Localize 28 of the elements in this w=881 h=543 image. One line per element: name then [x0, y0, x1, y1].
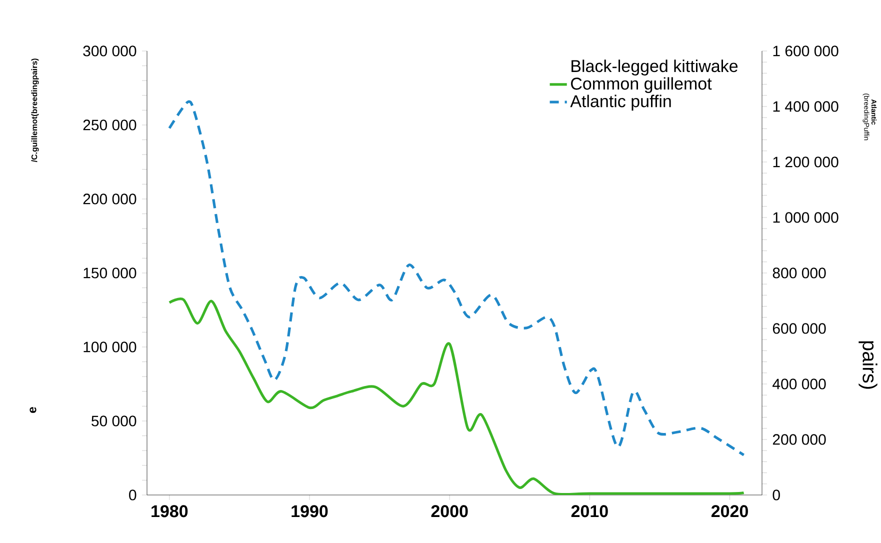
y-tick-label: 150 000: [84, 268, 136, 278]
x-tick-label: 2000: [431, 505, 468, 518]
x-tick-label: 2020: [711, 505, 748, 518]
legend-label: Atlantic puffin: [570, 94, 671, 111]
text: /C.guillemot(breedingpairs): [31, 58, 39, 162]
y2-tick-label: 800 000: [772, 268, 826, 278]
x-tick-label: 1990: [292, 505, 328, 518]
y2-tick-label: 600 000: [772, 323, 826, 334]
x-tick-label: 1980: [152, 505, 188, 518]
legend-label: Common guillemot: [571, 77, 712, 94]
line-series: [168, 298, 746, 495]
y-tick-label: 200 000: [83, 194, 136, 204]
y2-tick-label: 1 000 000: [773, 212, 838, 223]
y2-axis-title: pairs): [858, 341, 878, 389]
y2-tick-label: 200 000: [772, 434, 826, 445]
y-tick-label: 300 000: [83, 46, 136, 56]
y2-tick-label: 1 400 000: [773, 101, 838, 112]
y-tick-label: 100 000: [84, 342, 136, 352]
x-tick-label: 2010: [571, 505, 608, 518]
y2-tick-label: 1 600 000: [773, 46, 838, 56]
text: e: [30, 407, 36, 413]
y2-tick-label: 400 000: [772, 378, 826, 390]
text: Black-legged kittiwake: [572, 60, 738, 76]
y-tick-label: 50 000: [92, 416, 136, 426]
y-tick-label: 0: [129, 490, 136, 500]
y-tick-label: 250 000: [83, 120, 136, 130]
y2-tick-label: 1 200 000: [773, 156, 838, 168]
y2-tick-label: 0: [772, 490, 780, 500]
